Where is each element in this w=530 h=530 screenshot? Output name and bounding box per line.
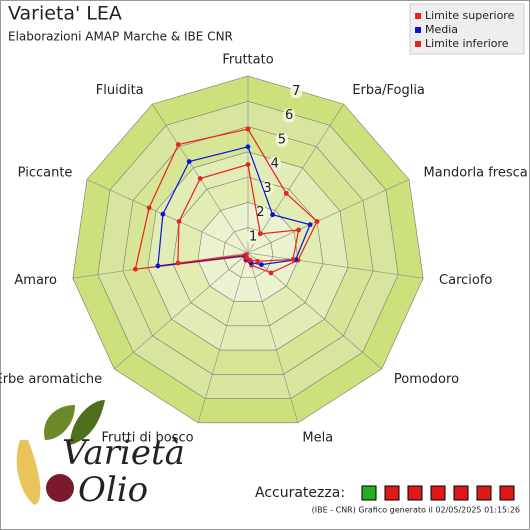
spoke <box>86 179 249 254</box>
r-tick-label: 2 <box>256 205 264 220</box>
data-point <box>283 191 289 196</box>
tick-label-bg <box>268 157 281 172</box>
logo-text: Varietà <box>62 433 185 473</box>
category-label: Carciofo <box>439 273 492 288</box>
tick-label-bg <box>247 229 260 244</box>
category-label: Fluidita <box>96 83 144 98</box>
data-point <box>245 126 251 132</box>
logo-olive <box>46 474 74 502</box>
r-tick-label: 6 <box>285 108 293 123</box>
data-point <box>132 266 138 272</box>
data-point <box>247 257 253 263</box>
data-point <box>258 262 264 267</box>
data-point <box>160 211 166 217</box>
data-point <box>245 144 251 150</box>
chart-subtitle: Elaborazioni AMAP Marche & IBE CNR <box>8 30 233 44</box>
data-point <box>290 257 296 262</box>
chart-title: Varieta' LEA <box>8 3 122 25</box>
category-label: Mandorla fresca <box>424 165 528 180</box>
data-point <box>307 222 313 228</box>
legend-swatch <box>415 27 421 33</box>
data-point <box>257 231 263 237</box>
legend-label: Media <box>425 23 458 36</box>
data-point <box>268 270 274 276</box>
logo-leaf <box>70 400 105 445</box>
spoke <box>247 252 299 423</box>
r-tick-label: 1 <box>249 229 257 244</box>
spoke <box>114 252 249 370</box>
category-label: Frutti di bosco <box>101 431 193 446</box>
legend-label: Limite superiore <box>425 9 515 22</box>
accuracy-box <box>384 485 400 501</box>
tick-label-bg <box>290 84 303 99</box>
data-point <box>155 263 161 269</box>
category-label: Mela <box>302 431 333 446</box>
accuracy-box <box>430 485 446 501</box>
spoke <box>247 179 410 254</box>
legend-swatch <box>415 41 421 47</box>
spoke <box>247 252 424 279</box>
category-label: Fruttato <box>222 53 273 68</box>
accuracy-box <box>407 485 423 501</box>
data-point <box>175 142 181 147</box>
category-label: Erba/Foglia <box>352 83 425 98</box>
data-point <box>245 162 251 167</box>
spoke <box>247 103 344 254</box>
data-point <box>296 227 302 233</box>
data-point <box>146 205 152 211</box>
accuracy-box <box>499 485 515 501</box>
accuracy-box <box>361 485 377 501</box>
data-point <box>255 258 260 264</box>
footer: (IBE - CNR) Grafico generato il 02/05/20… <box>312 506 520 515</box>
data-point <box>314 219 320 224</box>
r-tick-label: 5 <box>278 132 286 147</box>
category-label: Erbe aromatiche <box>0 372 102 387</box>
legend-swatch <box>415 13 421 19</box>
accuracy-label: Accuratezza: <box>255 485 345 501</box>
category-label: Piccante <box>18 165 73 180</box>
data-point <box>186 159 192 164</box>
tick-label-bg <box>275 132 288 147</box>
tick-label-bg <box>283 108 296 123</box>
legend-box <box>409 3 525 55</box>
r-tick-label: 4 <box>271 157 279 172</box>
accuracy-box <box>476 485 492 501</box>
category-label: Pomodoro <box>394 372 459 387</box>
data-point <box>270 212 276 218</box>
data-point <box>176 219 182 224</box>
data-point <box>243 252 249 258</box>
logo-text: Olio <box>78 470 148 510</box>
logo-leaf <box>44 405 75 440</box>
r-tick-label: 7 <box>292 84 300 99</box>
data-point <box>197 176 203 181</box>
logo: Varietà Olio <box>16 400 185 510</box>
category-label: Amaro <box>14 273 57 288</box>
spoke <box>197 252 249 423</box>
r-tick-label: 3 <box>263 181 271 196</box>
accuracy-box <box>453 485 469 501</box>
legend-label: Limite inferiore <box>425 37 509 50</box>
data-point <box>175 260 181 266</box>
logo-shape <box>16 440 41 505</box>
